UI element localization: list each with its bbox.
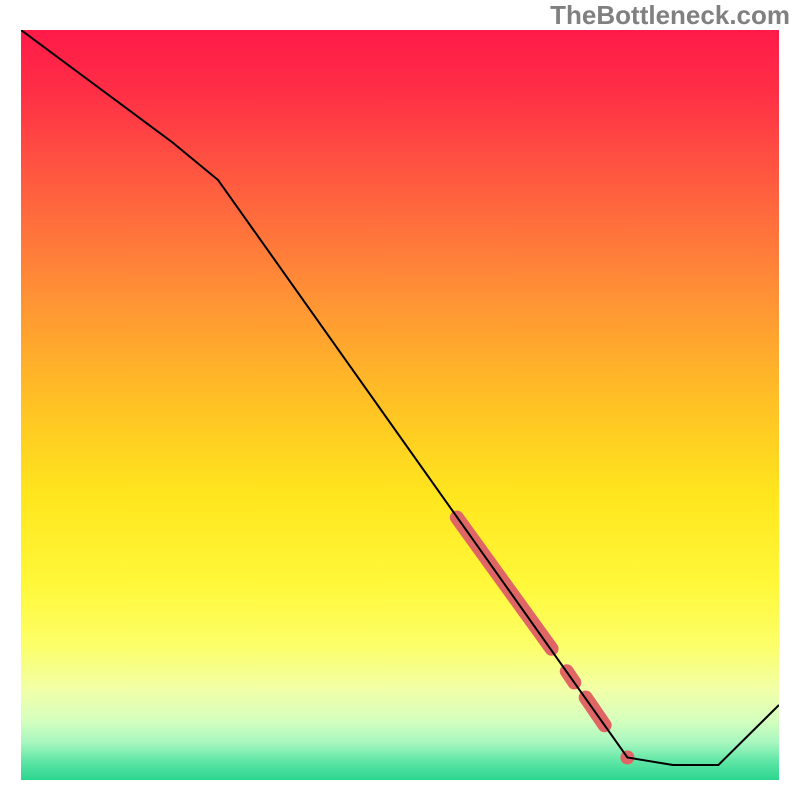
chart-area — [21, 30, 779, 780]
chart-svg — [21, 30, 779, 780]
gradient-background — [21, 30, 779, 780]
watermark-text: TheBottleneck.com — [550, 0, 790, 31]
chart-stage: TheBottleneck.com — [0, 0, 800, 800]
